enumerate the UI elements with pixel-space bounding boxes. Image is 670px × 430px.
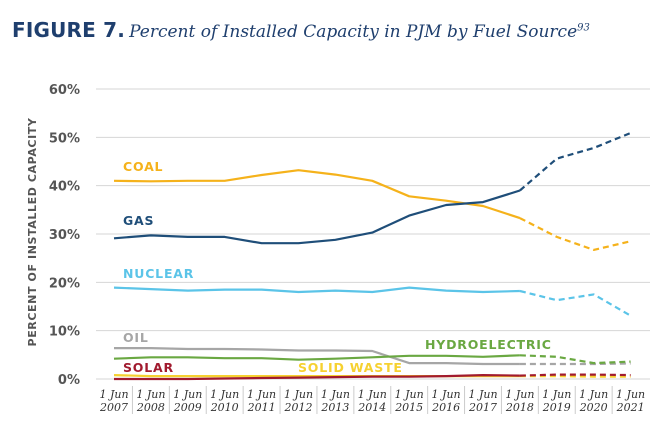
y-tick-labels: 0% 10% 20% 30% 40% 50% 60% — [49, 83, 80, 388]
x-tick-label: 1 Jun 2021 — [616, 388, 646, 414]
x-tick-label: 1 Jun 2015 — [394, 388, 424, 414]
gas-projection-line — [519, 131, 632, 192]
hydroelectric-line — [113, 354, 520, 361]
oil-line — [114, 347, 520, 366]
gas-label: GAS — [123, 213, 154, 228]
x-tick-labels: 1 Jun 2007 1 Jun 2008 1 Jun 2009 1 Jun 2010 1 Ju… — [99, 386, 645, 414]
gridlines — [96, 88, 650, 380]
coal-line — [113, 169, 521, 220]
oil-label: OIL — [123, 330, 149, 345]
x-tick-label: 1 Jun 2013 — [320, 388, 350, 414]
y-tick-label: 10% — [49, 325, 80, 340]
nuclear-label: NUCLEAR — [123, 266, 194, 281]
solar-label: SOLAR — [123, 360, 174, 375]
solid-waste-projection-line — [519, 375, 631, 378]
y-tick-label: 0% — [58, 373, 80, 388]
figure-title-text: Percent of Installed Capacity in PJM by … — [129, 22, 578, 42]
x-tick-label: 1 Jun 2011 — [247, 388, 277, 414]
x-tick-label: 1 Jun 2018 — [505, 388, 535, 414]
y-tick-label: 30% — [49, 228, 80, 243]
y-tick-label: 40% — [49, 180, 80, 195]
hydroelectric-label: HYDROELECTRIC — [425, 337, 552, 352]
x-tick-label: 1 Jun 2007 — [99, 388, 129, 414]
x-tick-label: 1 Jun 2019 — [542, 388, 572, 414]
x-tick-label: 1 Jun 2014 — [357, 388, 387, 414]
figure-footnote-ref: 93 — [577, 22, 590, 34]
solid-waste-label: SOLID WASTE — [298, 360, 403, 375]
nuclear-projection-line — [519, 289, 632, 317]
gas-line — [113, 189, 521, 245]
figure-title: FIGURE 7. Percent of Installed Capacity i… — [12, 18, 590, 42]
solar-projection-line — [519, 373, 631, 377]
x-tick-label: 1 Jun 2009 — [173, 388, 203, 414]
x-tick-label: 1 Jun 2020 — [579, 388, 609, 414]
x-tick-label: 1 Jun 2008 — [136, 388, 166, 414]
y-tick-label: 20% — [49, 276, 80, 291]
y-tick-label: 60% — [49, 83, 80, 98]
y-axis-label: PERCENT OF INSTALLED CAPACITY — [26, 117, 39, 346]
y-tick-label: 50% — [49, 131, 80, 146]
coal-projection-line — [519, 217, 631, 251]
series-labels: COAL GAS NUCLEAR OIL HYDROELECTRIC SOLID WAST… — [123, 159, 552, 375]
hydroelectric-projection-line — [519, 354, 631, 365]
x-tick-label: 1 Jun 2017 — [468, 388, 498, 414]
oil-projection-line — [519, 362, 631, 366]
coal-label: COAL — [123, 159, 163, 174]
solar-line — [114, 374, 520, 381]
x-tick-label: 1 Jun 2016 — [431, 388, 461, 414]
x-tick-label: 1 Jun 2012 — [284, 388, 314, 414]
series-lines — [113, 131, 632, 381]
figure-number: FIGURE 7. — [12, 18, 126, 42]
x-tick-label: 1 Jun 2010 — [210, 388, 240, 414]
nuclear-line — [113, 286, 520, 294]
